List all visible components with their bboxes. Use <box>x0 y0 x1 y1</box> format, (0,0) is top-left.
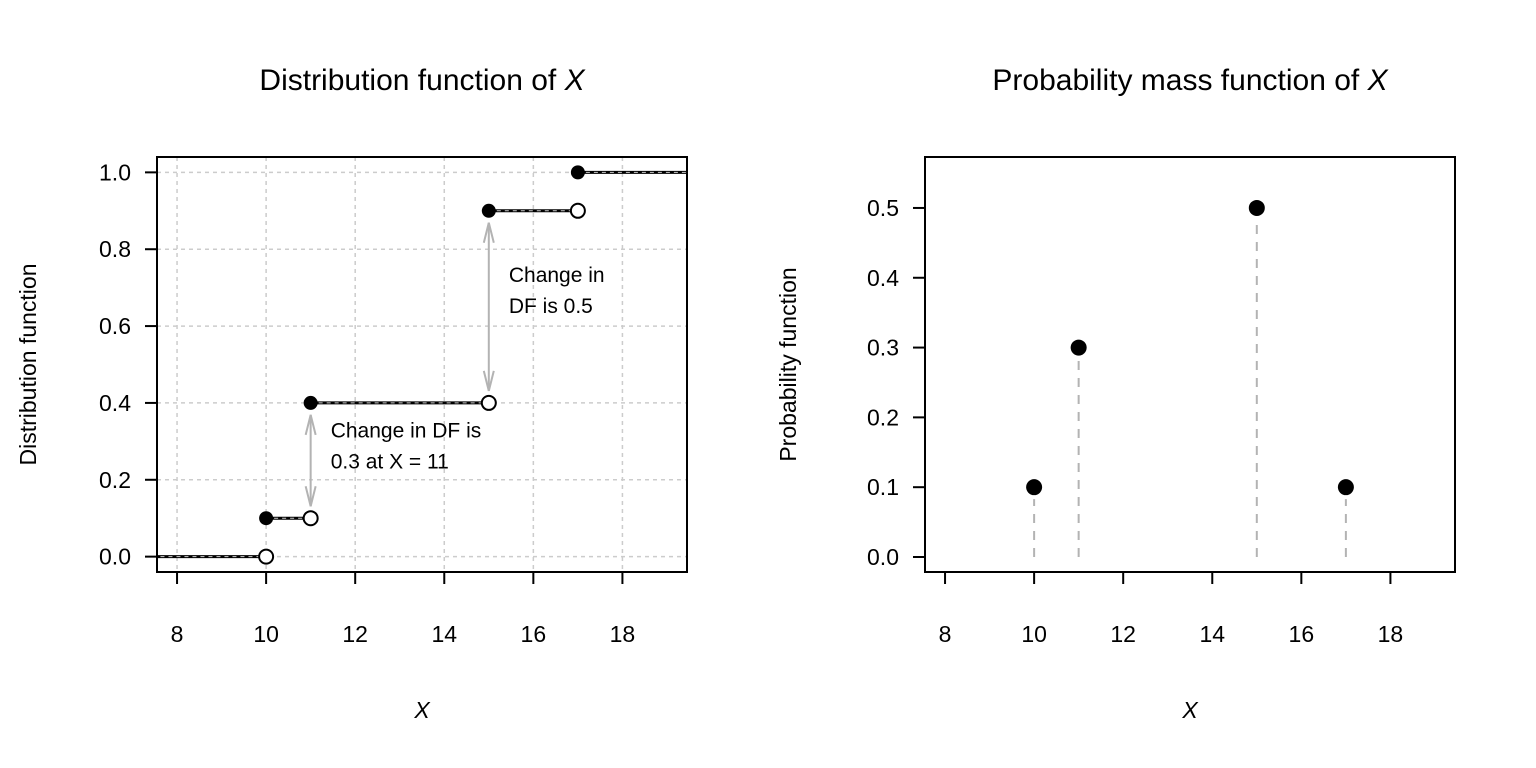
annotation-line: DF is 0.5 <box>509 295 593 318</box>
plot-area: Change in DF is 0.3 at X = 11 Change in DF … <box>157 165 687 565</box>
y-tick-label: 0.3 <box>867 335 899 361</box>
closed-point <box>570 165 585 180</box>
y-tick-label: 0.4 <box>867 265 899 291</box>
distribution-function-panel: Distribution function of XXDistribution … <box>15 64 688 723</box>
x-tick-label: 14 <box>1199 621 1225 647</box>
plot-frame <box>924 156 1456 573</box>
y-tick-label: 0.8 <box>99 236 131 262</box>
arrow-head-down <box>482 370 495 392</box>
annotation: Change in DF is 0.5 <box>509 264 605 318</box>
x-tick-label: 12 <box>342 621 368 647</box>
closed-point <box>303 395 318 410</box>
annotation-line: Change in DF is <box>331 420 482 443</box>
y-tick-label: 0.0 <box>99 544 131 570</box>
pmf-point <box>1337 479 1354 496</box>
x-tick-label: 10 <box>253 621 279 647</box>
open-point <box>569 202 586 219</box>
closed-point <box>481 203 496 218</box>
y-tick-label: 0.4 <box>99 390 131 416</box>
y-tick-label: 0.2 <box>99 467 131 493</box>
y-tick-label: 0.0 <box>867 544 899 570</box>
x-axis-label: X <box>1181 697 1199 723</box>
x-tick-label: 8 <box>171 621 184 647</box>
x-tick-label: 18 <box>1378 621 1404 647</box>
chart-title-variable: X <box>564 64 586 97</box>
pmf-point <box>1026 479 1043 496</box>
closed-point <box>259 511 274 526</box>
y-tick-label: 0.5 <box>867 195 899 221</box>
x-tick-label: 18 <box>610 621 636 647</box>
y-tick-label: 1.0 <box>99 159 131 185</box>
chart-title-text: Probability mass function of <box>992 64 1367 97</box>
annotation-line: 0.3 at X = 11 <box>331 451 449 474</box>
x-tick-label: 16 <box>521 621 547 647</box>
pmf-panel: Probability mass function of XXProbabili… <box>775 64 1456 723</box>
pmf-point <box>1070 339 1087 356</box>
plot-frame <box>156 156 688 573</box>
y-axis-label: Probability function <box>775 267 801 461</box>
x-tick-label: 14 <box>431 621 457 647</box>
arrow-head-up <box>482 222 495 244</box>
y-tick-label: 0.1 <box>867 474 899 500</box>
annotation-line: Change in <box>509 264 605 287</box>
open-point <box>302 510 319 527</box>
x-axis-label: X <box>413 697 431 723</box>
arrow-head-down <box>304 485 317 507</box>
y-axis-label: Distribution function <box>15 264 41 466</box>
chart-title: Distribution function of X <box>259 64 585 97</box>
chart-title: Probability mass function of X <box>992 64 1388 97</box>
pmf-point <box>1248 199 1265 216</box>
x-tick-label: 8 <box>939 621 952 647</box>
annotation: Change in DF is 0.3 at X = 11 <box>331 420 482 474</box>
x-tick-label: 12 <box>1110 621 1136 647</box>
chart-title-variable: X <box>1367 64 1389 97</box>
chart-title-text: Distribution function of <box>259 64 564 97</box>
plot-area <box>1026 199 1354 557</box>
y-tick-label: 0.6 <box>99 313 131 339</box>
y-tick-label: 0.2 <box>867 404 899 430</box>
x-tick-label: 10 <box>1021 621 1047 647</box>
open-point <box>258 548 275 565</box>
x-tick-label: 16 <box>1289 621 1315 647</box>
open-point <box>480 394 497 411</box>
arrow-head-up <box>304 414 317 436</box>
